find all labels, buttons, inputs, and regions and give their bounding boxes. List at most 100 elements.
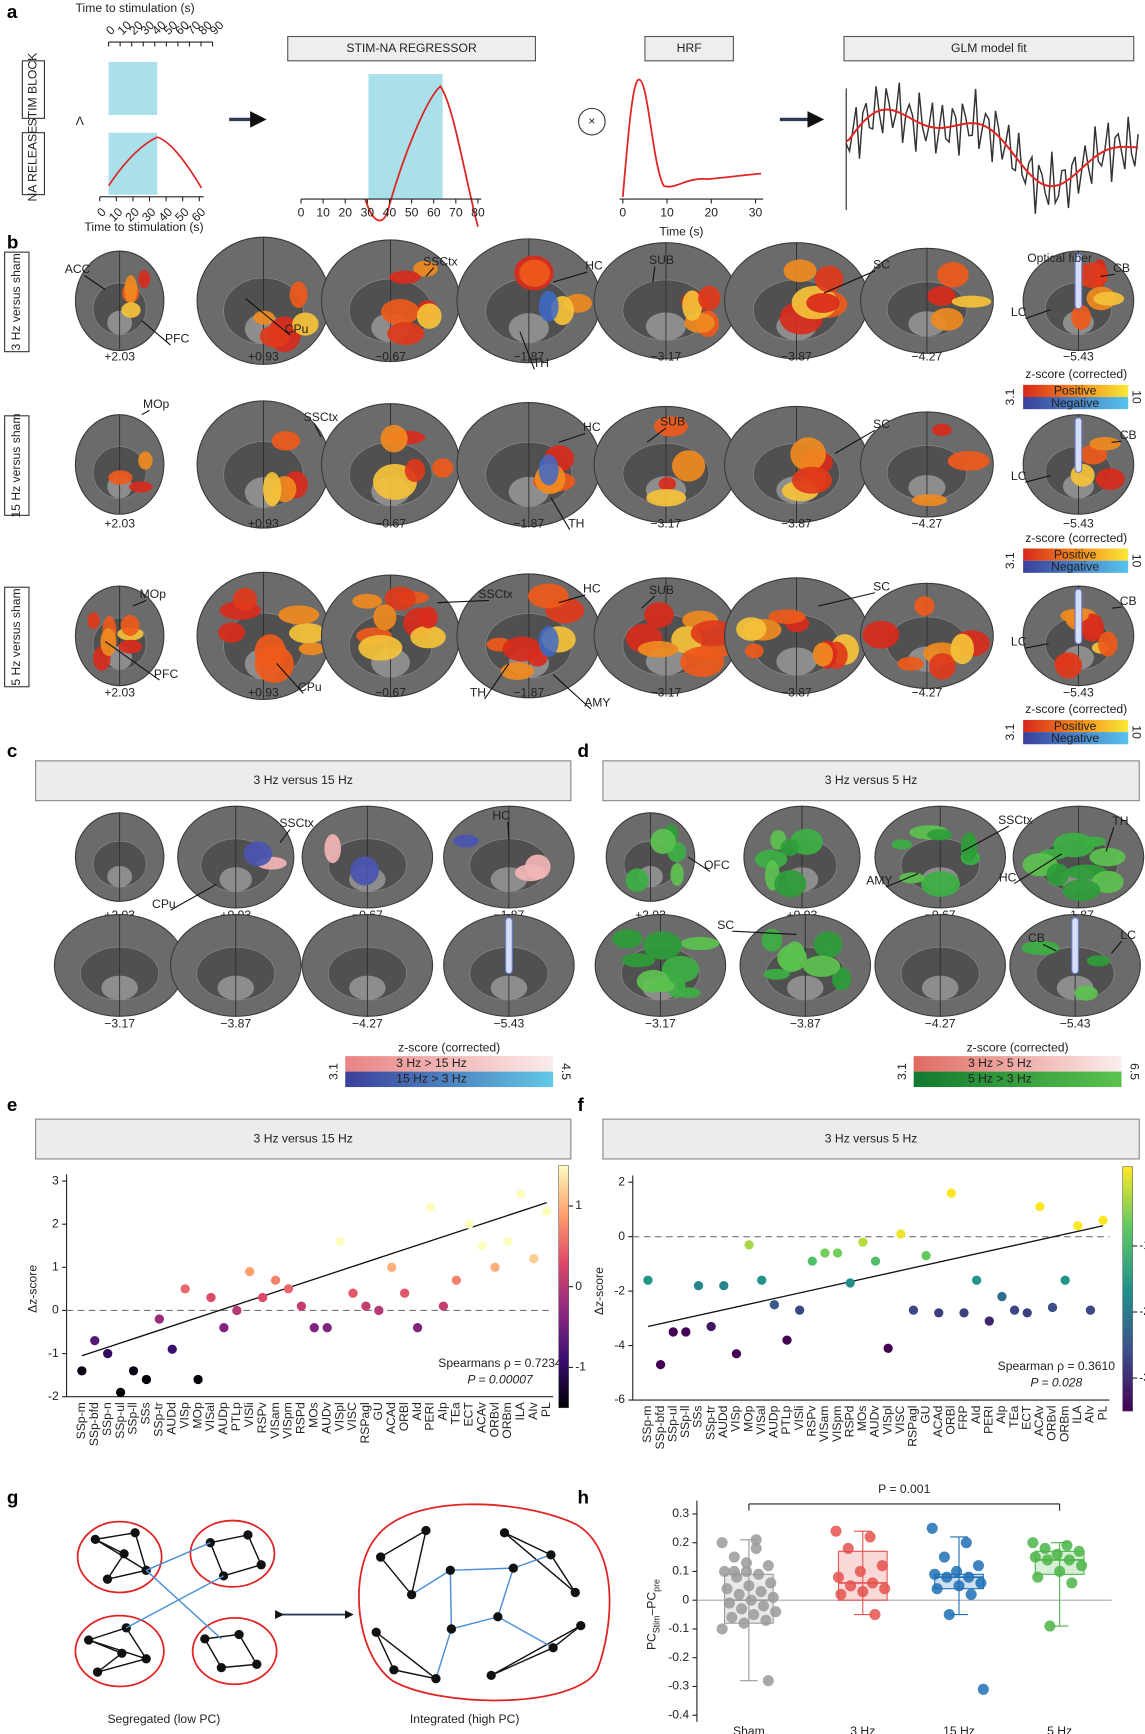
- slice-coordinate: −3.87: [220, 1016, 251, 1030]
- brain-slice: [606, 813, 694, 901]
- region-label: HC: [492, 808, 510, 822]
- tick-label: 70: [449, 206, 463, 220]
- slice-coordinate: +2.03: [104, 349, 135, 363]
- y-tick-label: -0.4: [668, 1707, 689, 1721]
- panel-letter: e: [7, 1094, 17, 1115]
- x-tick-label: AUDv: [319, 1401, 333, 1434]
- activation-blob: [138, 270, 150, 288]
- region-label: LC: [1120, 928, 1136, 942]
- activation-blob: [937, 262, 969, 287]
- activation-blob: [927, 286, 956, 305]
- point: [871, 1257, 880, 1266]
- tick-label: 30: [749, 206, 763, 220]
- region-label: TH: [1112, 814, 1128, 828]
- edge: [107, 1570, 146, 1579]
- slice-coordinate: −0.67: [375, 686, 406, 700]
- region-label: SUB: [649, 583, 674, 597]
- activation-blob: [643, 931, 682, 959]
- y-axis-title-part: pre: [652, 1579, 662, 1592]
- point: [1064, 1554, 1075, 1565]
- node: [446, 1566, 455, 1575]
- module-outline: [193, 1618, 277, 1684]
- point: [770, 1300, 779, 1309]
- activation-blob: [1089, 437, 1120, 450]
- panel-letter: h: [577, 1486, 588, 1507]
- region-label: ACC: [65, 262, 91, 276]
- activation-blob: [299, 642, 325, 655]
- region-label: HC: [585, 259, 603, 273]
- figure: abcdefghTime to stimulation (s)010203040…: [0, 0, 1145, 1734]
- edge: [504, 1533, 575, 1593]
- edge: [224, 1565, 262, 1576]
- x-tick-label: VISli: [242, 1402, 256, 1427]
- slice-coordinate: −1.87: [513, 516, 544, 530]
- activation-blob: [626, 868, 649, 892]
- edge: [146, 1570, 221, 1639]
- stim-block: [368, 74, 442, 199]
- activation-blob: [138, 451, 152, 469]
- point: [1061, 1276, 1070, 1285]
- node: [447, 1624, 456, 1633]
- region-label: TH: [533, 356, 549, 370]
- node: [84, 1635, 93, 1644]
- point: [744, 1240, 753, 1249]
- region-label: HC: [583, 582, 601, 596]
- point: [516, 1189, 525, 1198]
- point: [426, 1202, 435, 1211]
- activation-blob: [1093, 292, 1124, 306]
- slice-coordinate: −3.87: [781, 686, 812, 700]
- slice-coordinate: −3.17: [651, 516, 682, 530]
- point: [116, 1388, 125, 1397]
- panel-title: GLM model fit: [951, 41, 1027, 55]
- node: [549, 1643, 558, 1652]
- activation-blob: [410, 626, 446, 648]
- slice-coordinate: −4.27: [912, 516, 943, 530]
- point: [477, 1241, 486, 1250]
- point: [746, 1595, 757, 1606]
- x-tick-label: AIv: [526, 1401, 540, 1419]
- region-label: CB: [1028, 931, 1045, 945]
- y-tick-label: 0.3: [672, 1506, 689, 1520]
- activation-blob: [659, 477, 676, 490]
- tick-label: 40: [383, 206, 397, 220]
- row-label: NA RELEASE: [26, 126, 40, 202]
- y-tick-label: -2: [614, 1283, 625, 1297]
- activation-blob: [914, 596, 934, 616]
- region-label: TH: [568, 516, 584, 530]
- point: [932, 1583, 943, 1594]
- optical-fiber: [506, 918, 513, 974]
- negative-blob: [539, 455, 559, 486]
- panel-letter: b: [7, 231, 18, 252]
- point: [808, 1257, 817, 1266]
- activation-blob: [763, 969, 789, 980]
- region-label: LC: [1011, 305, 1027, 319]
- slice-coordinate: −4.27: [925, 1016, 956, 1030]
- activation-blob: [1046, 863, 1069, 886]
- x-tick-label: AId: [410, 1402, 424, 1420]
- point: [374, 1306, 383, 1315]
- brain-slice: [744, 806, 860, 908]
- y-tick-label: -0.3: [668, 1679, 689, 1693]
- point: [245, 1267, 254, 1276]
- colorbar-title: z-score (corrected): [1025, 702, 1127, 716]
- region-label: SSCtx: [478, 587, 512, 601]
- colorbar-tick-label: -1: [575, 1360, 586, 1374]
- slice-coordinate: −5.43: [1063, 516, 1094, 530]
- point: [297, 1301, 306, 1310]
- activation-blob: [108, 470, 132, 484]
- x-tick-label: AUDd: [164, 1402, 178, 1434]
- point: [721, 1583, 732, 1594]
- slice-coordinate: −4.27: [912, 349, 943, 363]
- colorbar-label: 3 Hz > 15 Hz: [396, 1056, 467, 1070]
- region-label: SUB: [660, 415, 685, 429]
- activation-blob: [806, 293, 839, 313]
- activation-blob: [1098, 632, 1118, 657]
- activation-blob: [927, 829, 952, 840]
- region-label: SC: [873, 579, 890, 593]
- activation-blob: [813, 642, 833, 666]
- edge: [451, 1617, 497, 1629]
- point: [1054, 1566, 1065, 1577]
- point: [951, 1566, 962, 1577]
- fiber-label: Optical fiber: [1027, 251, 1092, 265]
- y-tick-label: -1: [48, 1346, 59, 1360]
